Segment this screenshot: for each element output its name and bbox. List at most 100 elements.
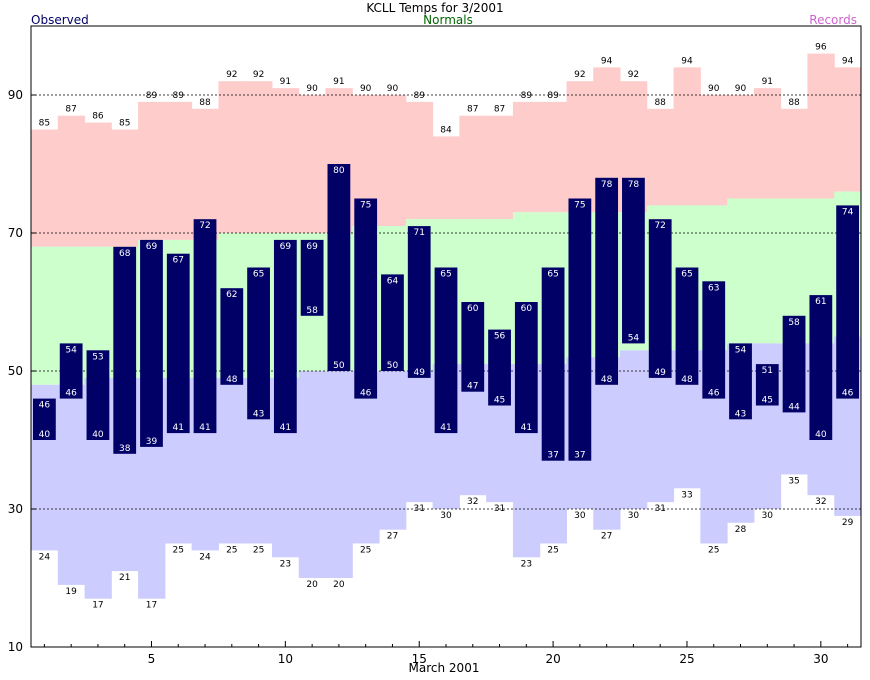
legend-records: Records: [809, 13, 857, 27]
x-tick-label: 10: [278, 652, 293, 666]
record-high-label: 89: [146, 91, 158, 101]
record-low-label: 32: [815, 497, 826, 507]
record-high-label: 92: [226, 70, 237, 80]
observed-high-label: 69: [306, 242, 318, 252]
record-low-band: [298, 371, 327, 578]
record-high-label: 85: [119, 119, 130, 129]
record-low-label: 32: [467, 497, 478, 507]
observed-low-label: 47: [467, 382, 478, 392]
observed-low-label: 41: [173, 423, 184, 433]
record-high-band: [84, 122, 112, 247]
record-high-band: [486, 115, 514, 220]
record-low-label: 25: [708, 546, 719, 556]
record-high-band: [191, 108, 219, 240]
y-tick-label: 10: [8, 640, 23, 654]
observed-high-label: 54: [65, 345, 77, 355]
record-high-band: [271, 88, 300, 233]
chart-title: KCLL Temps for 3/2001: [366, 1, 503, 15]
observed-low-label: 49: [413, 368, 425, 378]
record-high-label: 91: [280, 77, 291, 87]
observed-low-label: 48: [681, 375, 693, 385]
record-high-label: 90: [708, 84, 720, 94]
record-high-band: [379, 95, 407, 227]
observed-low-label: 40: [39, 430, 51, 440]
record-high-band: [512, 101, 541, 213]
observed-low-label: 44: [788, 402, 800, 412]
record-low-label: 31: [654, 504, 665, 514]
record-high-label: 87: [65, 105, 76, 115]
observed-bar: [622, 177, 645, 344]
record-low-label: 17: [146, 601, 157, 611]
record-low-label: 25: [360, 546, 371, 556]
record-high-band: [245, 81, 273, 233]
observed-low-label: 40: [92, 430, 104, 440]
record-low-label: 30: [628, 511, 640, 521]
record-low-label: 24: [199, 552, 211, 562]
observed-bar: [166, 253, 190, 434]
y-tick-label: 50: [8, 364, 23, 378]
record-high-band: [834, 67, 862, 192]
observed-high-label: 54: [735, 345, 747, 355]
observed-bar: [86, 350, 110, 440]
observed-low-label: 37: [547, 451, 558, 461]
observed-high-label: 65: [440, 270, 451, 280]
record-high-band: [780, 108, 808, 199]
observed-low-label: 54: [628, 333, 640, 343]
record-low-label: 23: [521, 559, 532, 569]
record-high-band: [807, 53, 835, 199]
observed-high-label: 65: [253, 270, 264, 280]
observed-low-label: 50: [387, 361, 399, 371]
observed-high-label: 68: [119, 249, 131, 259]
observed-high-label: 53: [92, 352, 103, 362]
observed-low-label: 43: [253, 409, 264, 419]
observed-bar: [568, 198, 592, 461]
y-tick-label: 30: [8, 502, 23, 516]
observed-high-label: 71: [413, 228, 424, 238]
observed-bar: [755, 364, 779, 406]
record-high-label: 90: [306, 84, 318, 94]
observed-high-label: 78: [601, 180, 613, 190]
observed-bar: [300, 239, 324, 316]
observed-high-label: 72: [199, 221, 210, 231]
observed-low-label: 37: [574, 451, 585, 461]
record-high-label: 87: [467, 105, 478, 115]
record-high-band: [138, 101, 166, 240]
normal-range-band: [727, 198, 755, 344]
record-low-label: 28: [735, 525, 747, 535]
record-high-band: [539, 101, 567, 213]
record-low-label: 19: [65, 587, 77, 597]
record-high-label: 90: [387, 84, 399, 94]
observed-high-label: 46: [39, 401, 51, 411]
record-low-band: [379, 371, 407, 530]
record-high-band: [753, 88, 782, 199]
observed-bar: [514, 302, 538, 434]
observed-low-label: 48: [226, 375, 238, 385]
record-low-band: [593, 357, 621, 530]
observed-high-label: 74: [842, 207, 854, 217]
observed-high-label: 75: [360, 201, 371, 211]
observed-bar: [488, 329, 511, 406]
observed-high-label: 80: [333, 166, 345, 176]
record-high-label: 92: [574, 70, 585, 80]
record-low-label: 23: [280, 559, 291, 569]
observed-bar: [140, 239, 163, 447]
observed-high-label: 69: [280, 242, 292, 252]
record-high-band: [566, 81, 594, 213]
observed-high-label: 61: [815, 297, 826, 307]
record-low-band: [218, 377, 246, 544]
record-low-label: 30: [440, 511, 452, 521]
legend-observed: Observed: [31, 13, 89, 27]
observed-bar: [33, 398, 56, 440]
record-high-label: 88: [788, 98, 800, 108]
axes: 10 30 50 70 90 5 10 15 20 25 30: [8, 88, 849, 666]
record-high-label: 94: [681, 56, 693, 66]
record-high-label: 89: [547, 91, 559, 101]
record-high-label: 90: [360, 84, 372, 94]
observed-low-label: 48: [601, 375, 613, 385]
record-low-label: 31: [494, 504, 505, 514]
observed-low-label: 50: [333, 361, 345, 371]
record-low-label: 25: [547, 546, 558, 556]
record-low-band: [325, 371, 353, 578]
